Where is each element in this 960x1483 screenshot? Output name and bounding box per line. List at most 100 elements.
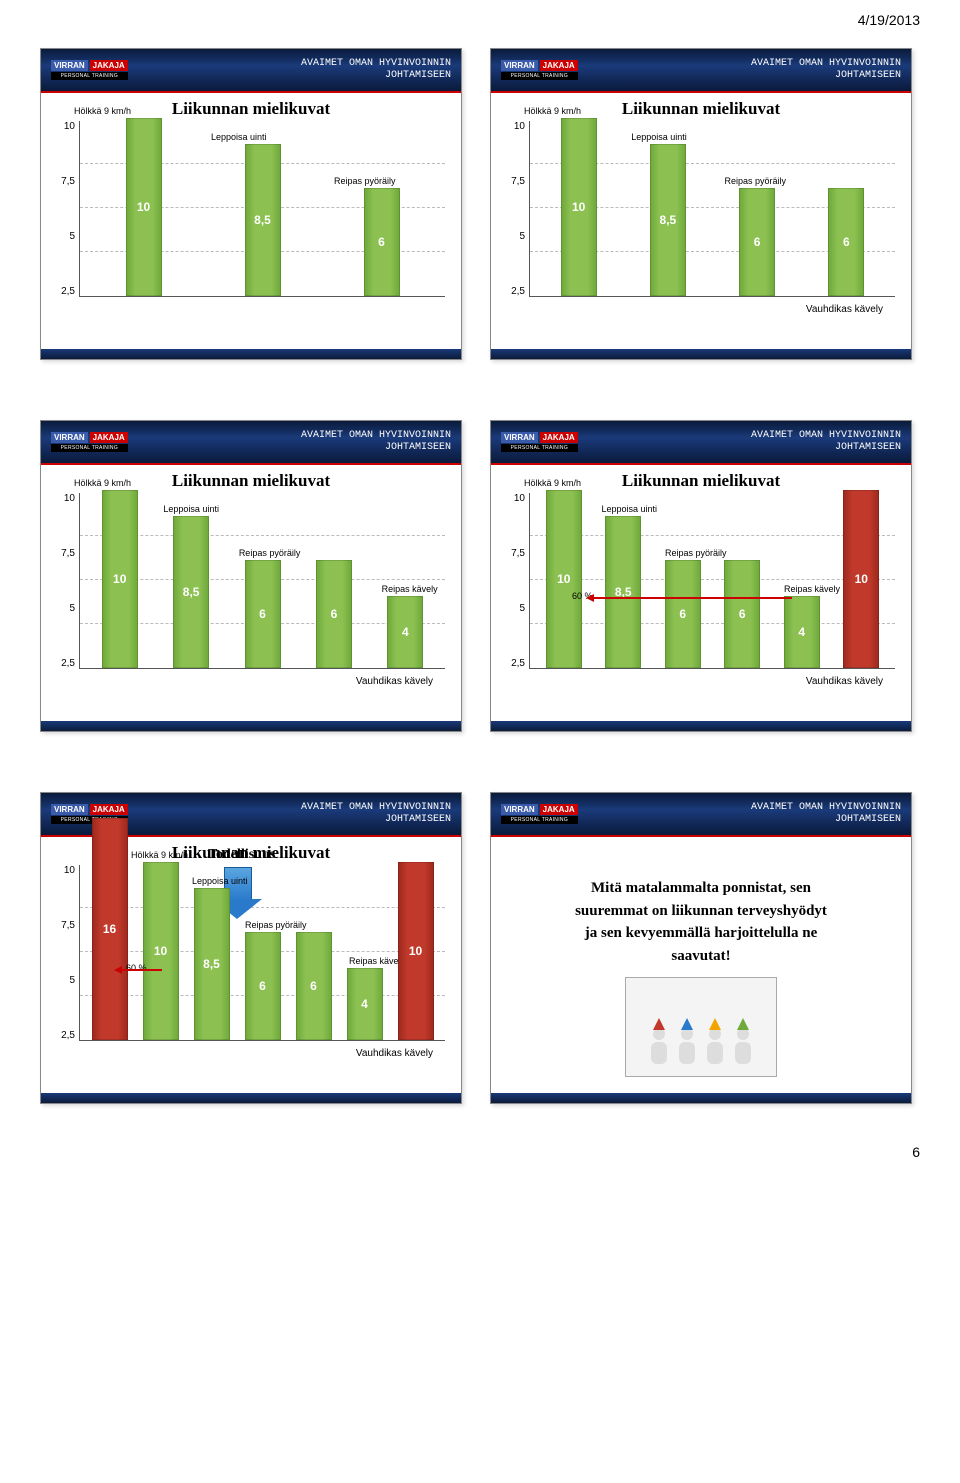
bar-label: Hölkkä 9 km/h xyxy=(131,850,188,860)
logo: VIRRAN JAKAJA PERSONAL TRAINING xyxy=(501,804,578,824)
plot-area: Todellisuus 16 Hölkkä 9 km/h 10 Leppoisa… xyxy=(79,865,445,1041)
chart-bar: 6 xyxy=(316,560,352,668)
header-tagline: AVAIMET OMAN HYVINVOINNINJOHTAMISEEN xyxy=(751,430,901,454)
chart-bar: 6 xyxy=(828,188,864,296)
chart-bar: 6 xyxy=(296,932,332,1040)
bar-value: 6 xyxy=(310,979,317,993)
header-tagline: AVAIMET OMAN HYVINVOINNINJOHTAMISEEN xyxy=(751,58,901,82)
y-tick: 5 xyxy=(501,231,525,242)
bar-slot: Reipas pyöräily 6 xyxy=(713,188,802,296)
chart-subtitle: Todellisuus xyxy=(208,847,275,863)
bar-slot: Reipas pyöräily 6 xyxy=(227,560,298,668)
chart-bar: 10 xyxy=(398,862,434,1040)
bar-slot: Reipas kävely 4 xyxy=(370,596,441,668)
bar-value: 8,5 xyxy=(203,957,220,971)
logo-jakaja: JAKAJA xyxy=(540,432,578,443)
bar-slot: Leppoisa uinti 8,5 xyxy=(623,144,712,296)
bar-slot: Leppoisa uinti 8,5 xyxy=(186,888,237,1040)
bar-value: 10 xyxy=(557,572,570,586)
logo-virran: VIRRAN xyxy=(51,432,88,443)
party-hat-icon xyxy=(737,1018,749,1030)
y-tick: 5 xyxy=(51,975,75,986)
logo-jakaja: JAKAJA xyxy=(90,804,128,815)
bar-slot: 6 xyxy=(802,188,891,296)
bar-slot: Reipas kävely 4 xyxy=(772,596,832,668)
chart-area: 107,552,5 Hölkkä 9 km/h 10 Leppoisa uint… xyxy=(49,121,453,321)
bar-value: 10 xyxy=(154,944,167,958)
chart-bar: 6 xyxy=(364,188,400,296)
y-tick: 2,5 xyxy=(501,658,525,669)
bar-slot: Reipas pyöräily 6 xyxy=(322,188,441,296)
bar-value: 6 xyxy=(679,607,686,621)
bar-label: Leppoisa uinti xyxy=(192,876,248,886)
y-tick: 2,5 xyxy=(501,286,525,297)
logo-subtitle: PERSONAL TRAINING xyxy=(501,444,578,452)
y-axis: 10 7,5 5 2,5 xyxy=(501,493,525,669)
bar-value: 16 xyxy=(103,922,116,936)
bar-value: 8,5 xyxy=(660,213,677,227)
chart-bar: 8,5 xyxy=(173,516,209,668)
red-arrow xyxy=(120,969,162,971)
bar-slot: 6 xyxy=(298,560,369,668)
y-tick: 7,5 xyxy=(51,548,75,559)
bar-value: 10 xyxy=(855,572,868,586)
slide-footer xyxy=(491,1093,911,1103)
logo-jakaja: JAKAJA xyxy=(540,804,578,815)
bar-value: 6 xyxy=(843,235,850,249)
chart-bar: 10 xyxy=(546,490,582,668)
chart-bar: 8,5 xyxy=(605,516,641,668)
y-tick: 7,5 xyxy=(501,548,525,559)
y-tick: 10 xyxy=(501,121,525,132)
header-tagline: AVAIMET OMAN HYVINVOINNINJOHTAMISEEN xyxy=(301,802,451,826)
y-tick: 7,5 xyxy=(51,920,75,931)
slide-footer xyxy=(41,721,461,731)
bar-value: 6 xyxy=(331,607,338,621)
bar-label: Leppoisa uinti xyxy=(602,504,658,514)
bar-slot: Hölkkä 9 km/h 10 xyxy=(534,118,623,296)
plot-area: Hölkkä 9 km/h 10 Leppoisa uinti 8,5 Reip… xyxy=(79,493,445,669)
bar-slot: Leppoisa uinti 8,5 xyxy=(594,516,654,668)
bar-value: 10 xyxy=(137,200,150,214)
plot-area: Hölkkä 9 km/h 10 Leppoisa uinti 8,5 Reip… xyxy=(79,121,445,297)
party-hat-icon xyxy=(681,1018,693,1030)
bars-row: Hölkkä 9 km/h 10 Leppoisa uinti 8,5 Reip… xyxy=(530,121,895,296)
bottom-label: Vauhdikas kävely xyxy=(806,676,883,687)
bars-row: Hölkkä 9 km/h 10 Leppoisa uinti 8,5 Reip… xyxy=(80,493,445,668)
y-axis: 107,552,5 xyxy=(501,121,525,297)
chart-bar: 6 xyxy=(245,560,281,668)
bar-slot: Leppoisa uinti 8,5 xyxy=(155,516,226,668)
y-tick: 5 xyxy=(501,603,525,614)
party-hat-icon xyxy=(709,1018,721,1030)
y-tick: 10 xyxy=(501,493,525,504)
chart-bar: 10 xyxy=(126,118,162,296)
chart-bar: 10 xyxy=(561,118,597,296)
bar-slot: 16 xyxy=(84,818,135,1040)
bar-label: Hölkkä 9 km/h xyxy=(524,478,581,488)
bar-value: 8,5 xyxy=(183,585,200,599)
bar-label: Hölkkä 9 km/h xyxy=(74,478,131,488)
bottom-label: Vauhdikas kävely xyxy=(356,676,433,687)
bar-label: Reipas pyöräily xyxy=(725,176,787,186)
text-slide-body: Mitä matalammalta ponnistat, sensuuremma… xyxy=(491,837,911,1077)
bar-slot: Reipas pyöräily 6 xyxy=(653,560,713,668)
bar-label: Reipas kävely xyxy=(382,584,438,594)
bar-value: 6 xyxy=(378,235,385,249)
bar-value: 8,5 xyxy=(254,213,271,227)
chart-bar: 10 xyxy=(143,862,179,1040)
y-tick: 2,5 xyxy=(51,286,75,297)
party-figure xyxy=(732,1028,754,1068)
chart-bar: 10 xyxy=(843,490,879,668)
bars-row: Hölkkä 9 km/h 10 Leppoisa uinti 8,5 Reip… xyxy=(80,121,445,296)
chart-bar: 4 xyxy=(784,596,820,668)
red-arrow xyxy=(592,597,792,599)
red-arrow-head xyxy=(114,966,122,974)
slides-grid: VIRRAN JAKAJA PERSONAL TRAINING AVAIMET … xyxy=(0,28,960,1124)
y-tick: 5 xyxy=(51,603,75,614)
bars-row: 16 Hölkkä 9 km/h 10 Leppoisa uinti 8,5 R… xyxy=(80,865,445,1040)
bottom-label: Vauhdikas kävely xyxy=(356,1048,433,1059)
party-figure xyxy=(648,1028,670,1068)
bar-value: 10 xyxy=(409,944,422,958)
celebration-image xyxy=(625,977,777,1077)
y-tick: 10 xyxy=(51,121,75,132)
slide-header: VIRRAN JAKAJA PERSONAL TRAINING AVAIMET … xyxy=(41,421,461,465)
